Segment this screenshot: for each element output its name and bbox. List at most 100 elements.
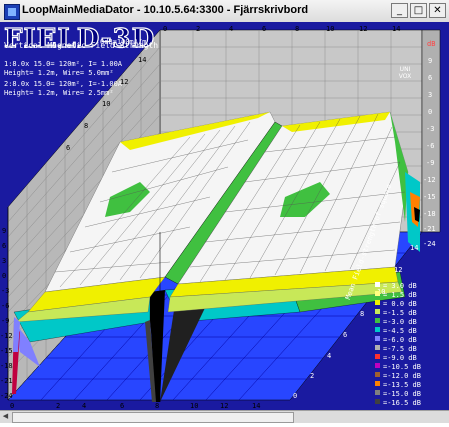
scroll-left-arrow-icon[interactable]: ◀ [2,412,9,420]
top-y-tick: 10 [102,100,111,108]
surface-wireframe [54,113,406,288]
close-button[interactable]: ✕ [429,3,446,18]
legend-swatch [375,363,380,368]
legend-entry: =-4.5 dB [375,327,417,336]
front-y-tick: 14 [410,244,419,252]
legend-swatch [375,282,380,287]
top-x-tick: 12 [359,25,368,33]
legend-swatch [375,381,380,386]
front-y-tick: 12 [394,266,403,274]
legend-swatch [375,309,380,314]
right-db-tick: 0 [428,108,433,116]
maximize-button[interactable]: □ [410,3,427,18]
scale-note: 0dB=100mA/m [100,38,147,46]
top-x-tick: 10 [326,25,335,33]
legend-entry: =-10.5 dB [375,363,421,372]
bottom-x-tick: 0 [10,402,15,410]
loop2-info-line2: Height= 1.2m, Wire= 2.5mm² [4,89,114,97]
top-x-tick: 8 [295,25,300,33]
front-y-tick: 10 [377,288,386,296]
top-y-tick: 8 [84,122,89,130]
loop1-info-line2: Height= 1.2m, Wire= 5.0mm² [4,69,114,77]
title-bar[interactable]: LoopMainMediaDator - 10.10.5.64:3300 - F… [0,0,449,23]
top-x-tick: 6 [262,25,267,33]
scrollbar-thumb[interactable] [12,412,294,423]
legend-entry: =-15.0 dB [375,390,421,399]
legend-entry: =-13.5 dB [375,381,421,390]
left-db-tick: -24 [0,392,13,400]
right-db-tick: -18 [423,210,436,218]
legend-swatch [375,336,380,341]
bottom-x-tick: 8 [155,402,160,410]
window-title: LoopMainMediaDator - 10.10.5.64:3300 - F… [22,4,309,16]
bottom-x-tick: 12 [220,402,229,410]
loop2-info-line1: 2:8.0x 15.0= 120m², I=-1.00A [4,80,123,88]
top-y-tick: 6 [66,144,71,152]
bottom-x-tick: 10 [190,402,199,410]
right-db-tick: -6 [426,142,435,150]
legend-entry: =-7.5 dB [375,345,417,354]
legend-swatch [375,291,380,296]
top-x-tick: 4 [229,25,234,33]
right-wall [421,29,441,233]
legend-entry: = 0.0 dB [375,300,417,309]
app-logo-text: FIELD-3D [3,23,156,54]
legend-swatch [375,318,380,323]
surface-valley-spikes [12,310,160,402]
surface-right-lobe [167,111,420,313]
legend-entry: = 3.0 dB [375,282,417,291]
right-db-tick: -15 [423,193,436,201]
legend-swatch [375,327,380,332]
right-db-tick: -9 [426,159,435,167]
legend-entry: =-3.0 dB [375,318,417,327]
left-db-tick: -12 [0,332,13,340]
legend-entry: =-16.5 dB [375,399,421,408]
db-unit-label: dB [427,40,436,48]
right-db-tick: -3 [426,125,435,133]
unvox-badge-text: UNI VOX [398,66,412,80]
field-3d-plot: UNI VOX FIELD-3D 0dB=100mA/m Vertical Ma… [0,22,449,410]
legend-entry: =-1.5 dB [375,309,417,318]
minimize-button[interactable]: _ [391,3,408,18]
legend-swatch [375,390,380,395]
right-db-tick: -21 [423,225,436,233]
bottom-x-tick: 2 [56,402,61,410]
right-db-tick: -24 [423,240,436,248]
bottom-x-tick: 4 [82,402,87,410]
loop1-info-line1: 1:8.0x 15.0= 120m², I= 1.00A [4,60,123,68]
bottom-x-tick: 6 [120,402,125,410]
legend-swatch [375,345,380,350]
legend-entry: = 1.5 dB [375,291,417,300]
plot-graphics [7,29,441,402]
left-db-tick: 0 [2,272,7,280]
right-db-tick: -12 [423,176,436,184]
right-db-tick: 9 [428,57,433,65]
front-y-tick: 0 [293,392,298,400]
surface-left-lobe [15,111,276,323]
top-x-tick: 14 [392,25,401,33]
front-y-tick: 6 [343,331,348,339]
top-y-tick: 12 [120,78,129,86]
left-db-tick: -6 [1,302,10,310]
left-db-tick: 3 [2,257,7,265]
right-db-tick: 6 [428,74,433,82]
bottom-x-tick: 14 [252,402,261,410]
top-x-tick: 0 [163,25,168,33]
left-db-tick: -18 [0,362,13,370]
legend-entry: =-12.0 dB [375,372,421,381]
legend-entry: =-9.0 dB [375,354,417,363]
plot-subtitle: Vertical Magnetic Field Strength [4,41,159,50]
top-x-tick: 2 [196,25,201,33]
left-db-tick: 9 [2,227,7,235]
legend-swatch [375,300,380,305]
left-db-tick: -9 [1,317,10,325]
legend-swatch [375,372,380,377]
front-y-tick: 8 [360,310,365,318]
legend-swatch [375,399,380,404]
legend-swatch [375,354,380,359]
left-db-tick: -21 [0,377,13,385]
remote-desktop-icon [4,4,20,20]
horizontal-scrollbar[interactable]: ◀ [0,410,449,423]
legend-entry: =-6.0 dB [375,336,417,345]
